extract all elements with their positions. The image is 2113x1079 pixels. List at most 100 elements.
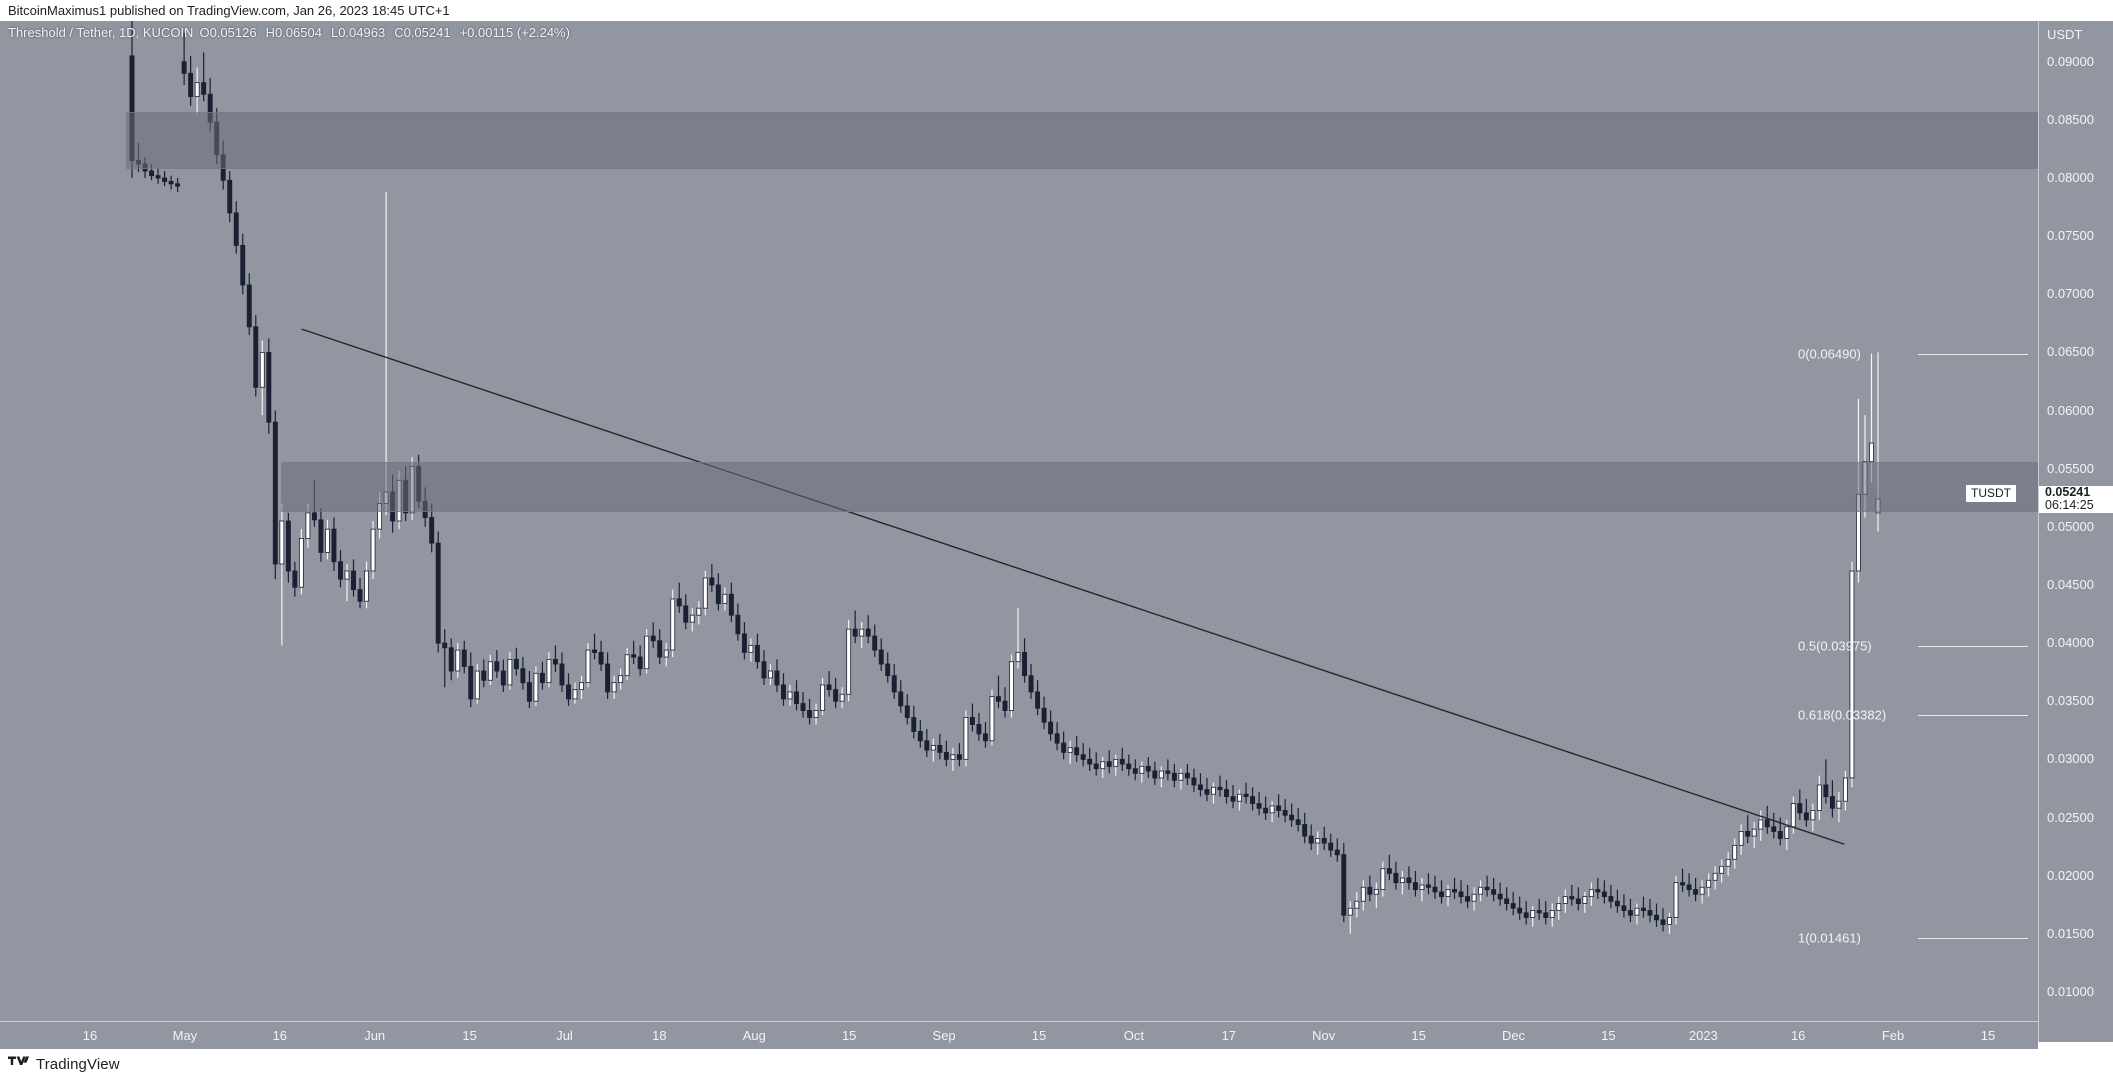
candlestick: [1465, 884, 1471, 909]
candlestick: [1471, 887, 1477, 911]
candlestick: [292, 561, 298, 597]
candlestick: [735, 603, 741, 641]
time-tick: 15: [1031, 1028, 1047, 1043]
price-tick: 0.04500: [2047, 576, 2094, 592]
current-price-tag: 0.05241 06:14:25: [2039, 484, 2113, 513]
candlestick: [1197, 773, 1203, 797]
candlestick: [624, 647, 630, 681]
current-price-value: 0.05241: [2045, 484, 2091, 499]
candlestick: [1243, 782, 1249, 804]
candlestick: [1165, 759, 1171, 781]
time-tick: 15: [462, 1028, 477, 1043]
mid-resistance-zone[interactable]: [281, 461, 2038, 512]
candlestick: [807, 698, 813, 725]
candlestick: [1510, 891, 1516, 916]
candlestick: [937, 733, 943, 760]
candlestick: [1627, 898, 1633, 923]
candlestick: [1699, 880, 1705, 904]
fib-level-label: 0.5(0.03975): [1798, 638, 1872, 654]
fib-level-label: 1(0.01461): [1798, 930, 1861, 946]
candlestick: [1452, 877, 1457, 899]
time-tick: 16: [272, 1028, 288, 1043]
candlestick: [924, 729, 930, 758]
candlestick: [1106, 750, 1112, 774]
candlestick: [956, 743, 962, 767]
candlestick: [1523, 901, 1529, 925]
fib-level-line[interactable]: [1918, 646, 2028, 647]
price-tick: 0.07500: [2047, 228, 2094, 244]
candlestick: [950, 747, 956, 771]
price-tick: 0.02500: [2047, 809, 2094, 825]
candlestick: [865, 615, 871, 644]
upper-resistance-zone[interactable]: [126, 111, 2038, 169]
candlestick: [1067, 740, 1073, 765]
time-scale[interactable]: 16 May 16 Jun 15 Jul 18 Aug 15 Sep 15 Oct 17 Nov 15 Dec…: [0, 1021, 2038, 1049]
candlestick: [1575, 887, 1581, 911]
price-tick: 0.09000: [2047, 53, 2094, 69]
candlestick: [1771, 812, 1777, 839]
candlestick: [728, 582, 734, 623]
candlestick: [507, 652, 513, 690]
candlestick: [605, 652, 611, 699]
candlestick: [1399, 871, 1405, 895]
candlestick: [1152, 761, 1158, 785]
candlestick: [1588, 882, 1594, 906]
time-tick: 15: [1601, 1028, 1616, 1043]
candlestick: [1217, 775, 1223, 797]
candlestick: [259, 340, 265, 416]
candlestick-series: [129, 21, 1881, 934]
candlestick: [1126, 754, 1132, 776]
candlestick: [1764, 805, 1770, 834]
fib-level-line[interactable]: [1918, 353, 2028, 355]
candlestick: [774, 659, 780, 692]
fib-level-line[interactable]: [1918, 714, 2028, 716]
candlestick: [696, 601, 702, 625]
candlestick: [1706, 873, 1712, 897]
price-scale[interactable]: USDT 0.09000 0.08500 0.08000 0.07500 0.07000…: [2038, 21, 2113, 1042]
candlestick: [1751, 822, 1757, 848]
candlestick: [168, 175, 174, 190]
descending-resistance-trendline[interactable]: [301, 328, 1845, 845]
candlestick: [494, 650, 500, 678]
candlestick: [1002, 687, 1008, 718]
legend-low-label: L: [330, 25, 339, 40]
candlestick: [175, 177, 181, 192]
candlestick: [1191, 768, 1197, 792]
fib-level-line[interactable]: [1918, 938, 2028, 940]
candlestick: [539, 661, 545, 690]
candlestick: [468, 652, 474, 708]
candlestick: [917, 719, 923, 748]
candlestick: [1308, 824, 1314, 851]
candlestick: [1426, 873, 1431, 895]
candlestick: [852, 610, 858, 644]
candlestick: [1595, 877, 1601, 899]
candlestick: [1549, 903, 1555, 927]
candlestick: [1530, 905, 1536, 927]
candlestick: [357, 577, 363, 609]
tradingview-brand: TradingView: [36, 1055, 120, 1073]
candlestick: [553, 645, 558, 673]
candlestick: [1732, 838, 1738, 869]
candlestick: [370, 521, 376, 580]
candlestick: [500, 659, 506, 692]
price-tick: 0.01500: [2047, 925, 2094, 941]
candlestick: [429, 503, 435, 553]
candlestick: [1132, 759, 1138, 781]
candlestick: [1497, 882, 1503, 906]
candlestick: [709, 564, 715, 592]
legend-symbol[interactable]: Threshold / Tether, 1D, KUCOIN: [8, 25, 194, 40]
candlestick: [1758, 810, 1764, 841]
chart-plot-area[interactable]: 0(0.06490) 0.5(0.03975) 0.618(0.03382) 1(0.…: [0, 21, 2113, 1021]
candlestick: [1556, 896, 1562, 920]
candlestick: [481, 659, 487, 688]
candlestick: [194, 67, 200, 115]
candlestick: [324, 519, 330, 560]
candlestick: [794, 680, 799, 711]
candlestick: [1315, 831, 1321, 855]
candlestick: [344, 564, 350, 602]
candlestick: [1035, 680, 1041, 716]
legend-open-label: O: [199, 25, 210, 40]
candlestick: [689, 608, 695, 632]
candlestick: [566, 673, 571, 706]
